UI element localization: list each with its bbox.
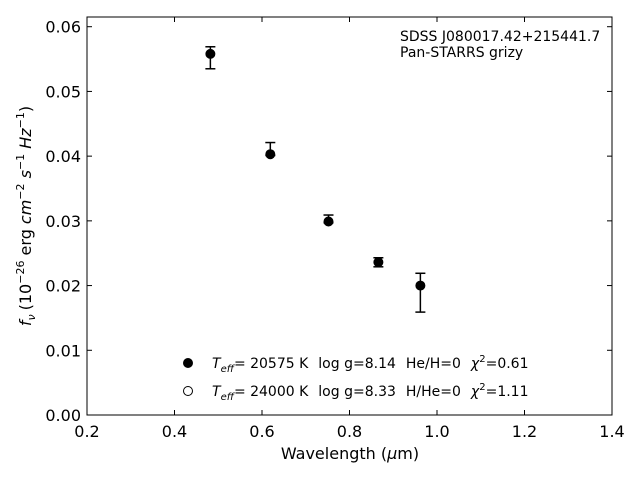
legend-marker-open <box>183 386 193 396</box>
legend-marker-filled <box>183 358 193 368</box>
y-tick-label: 0.00 <box>45 406 81 425</box>
y-tick-label: 0.02 <box>45 277 81 296</box>
x-axis-label: Wavelength (μm) <box>281 444 419 463</box>
x-tick-label: 1.4 <box>599 422 624 441</box>
data-point-filled <box>373 257 384 268</box>
photometry-annotation: Pan-STARRS grizy <box>400 45 523 61</box>
x-tick-label: 0.6 <box>249 422 274 441</box>
y-tick-label: 0.03 <box>45 212 81 231</box>
x-tick-label: 1.0 <box>424 422 449 441</box>
x-tick-label: 0.4 <box>162 422 187 441</box>
data-point-filled <box>415 280 426 291</box>
data-point-filled <box>205 48 216 59</box>
axis-ticks: 0.2 0.4 0.6 0.8 1.0 1.2 1.4 0.00 0.01 0.02 0.03 0.0… <box>45 17 625 441</box>
data-marks <box>205 46 426 313</box>
y-tick-label: 0.04 <box>45 147 81 166</box>
data-point-filled <box>265 149 276 160</box>
y-axis-label: fν(10−26 erg cm−2 s−1 Hz−1) <box>14 106 38 326</box>
y-tick-label: 0.05 <box>45 82 81 101</box>
y-tick-label: 0.01 <box>45 341 81 360</box>
x-tick-label: 0.2 <box>74 422 99 441</box>
data-point-filled <box>323 216 334 227</box>
y-tick-label: 0.06 <box>45 18 81 37</box>
object-name-annotation: SDSS J080017.42+215441.7 <box>400 29 600 45</box>
x-tick-label: 1.2 <box>512 422 537 441</box>
x-tick-label: 0.8 <box>337 422 362 441</box>
